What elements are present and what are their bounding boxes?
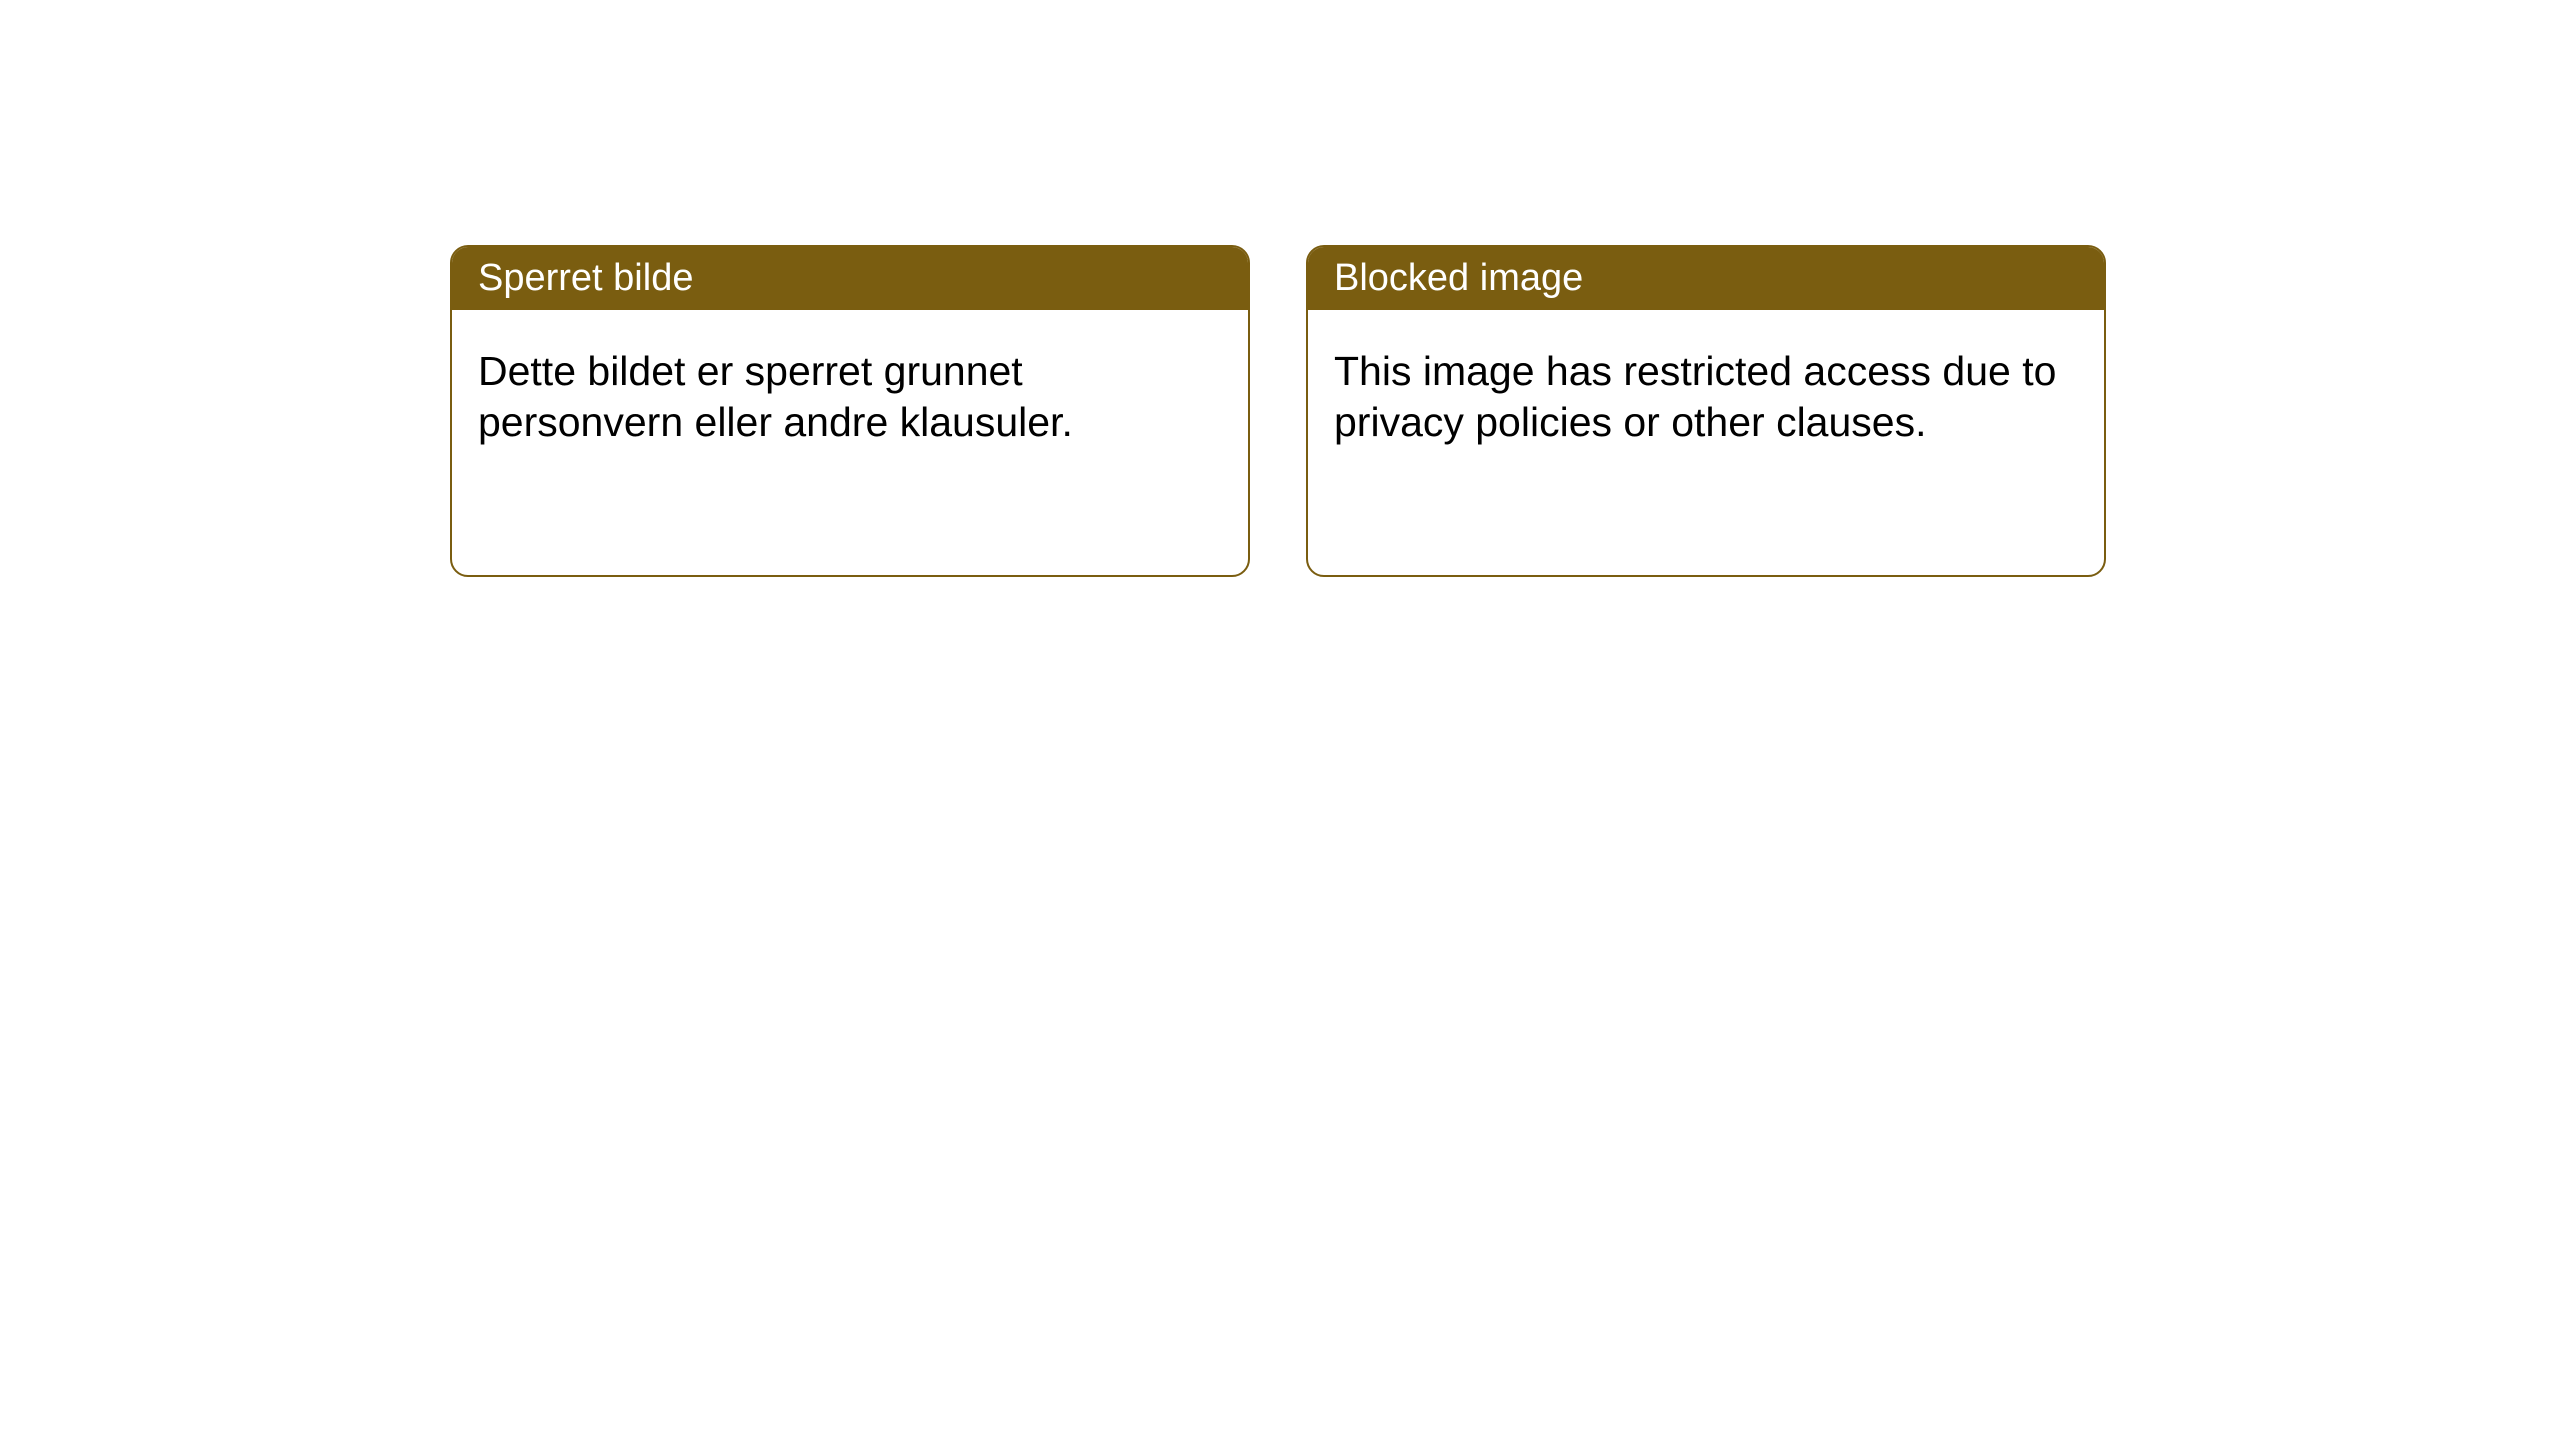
card-body: Dette bildet er sperret grunnet personve… xyxy=(452,310,1248,485)
notice-cards-container: Sperret bilde Dette bildet er sperret gr… xyxy=(0,0,2560,577)
card-body: This image has restricted access due to … xyxy=(1308,310,2104,485)
card-header: Sperret bilde xyxy=(452,247,1248,310)
notice-card-norwegian: Sperret bilde Dette bildet er sperret gr… xyxy=(450,245,1250,577)
card-header: Blocked image xyxy=(1308,247,2104,310)
notice-card-english: Blocked image This image has restricted … xyxy=(1306,245,2106,577)
